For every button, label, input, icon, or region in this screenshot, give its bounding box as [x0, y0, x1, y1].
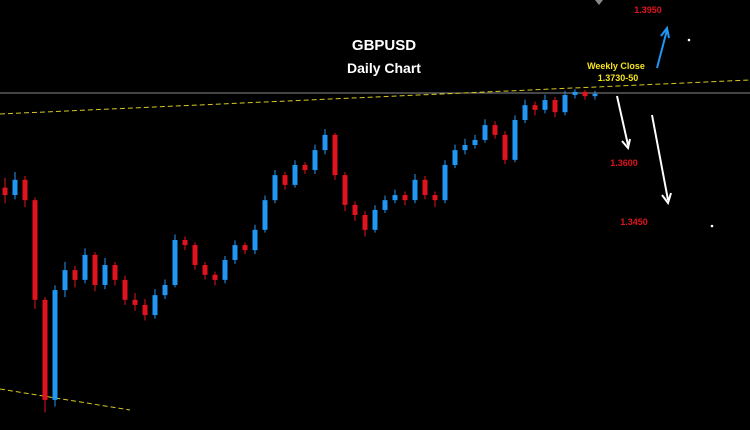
candle-body [582, 91, 588, 97]
candle-body [592, 93, 598, 97]
annotation: 1.3950 [634, 5, 662, 15]
arrow [651, 114, 672, 206]
candle-body [192, 245, 198, 266]
candle-body [222, 259, 228, 280]
candles [2, 89, 598, 413]
candle-body [182, 240, 188, 246]
candle-body [352, 204, 358, 215]
candle-body [142, 304, 148, 316]
candle-body [442, 164, 448, 201]
candle-body [272, 175, 278, 201]
candle-body [282, 175, 288, 185]
dot [687, 38, 691, 42]
candle-body [392, 195, 398, 201]
candle-body [102, 265, 108, 285]
candle-body [72, 270, 78, 280]
annotation: 1.3730-50 [598, 73, 639, 83]
candle-body [32, 200, 38, 300]
candle-body [332, 134, 338, 176]
arrow [656, 25, 670, 69]
candle-body [402, 195, 408, 201]
candle-body [532, 105, 538, 110]
candle-body [292, 164, 298, 185]
candle-body [432, 195, 438, 201]
candle-body [382, 200, 388, 210]
candle-body [202, 265, 208, 275]
candle-body [422, 179, 428, 196]
candle-body [482, 125, 488, 140]
candle-body [242, 245, 248, 251]
candle-body [322, 134, 328, 151]
candle-body [22, 179, 28, 201]
candle-body [372, 209, 378, 230]
candle-body [212, 274, 218, 280]
annotation: 1.3600 [610, 158, 638, 168]
candle-body [92, 254, 98, 285]
annotation: 1.3450 [620, 217, 648, 227]
marker [595, 0, 603, 5]
candle-body [502, 134, 508, 160]
candle-body [262, 200, 268, 230]
candle-body [472, 139, 478, 146]
candle-body [172, 240, 178, 285]
candle-body [302, 164, 308, 171]
candle-body [42, 299, 48, 400]
candle-body [462, 145, 468, 151]
arrow [616, 95, 631, 151]
candle-body [492, 125, 498, 135]
dot [710, 224, 714, 228]
candle-body [312, 150, 318, 171]
candle-body [162, 284, 168, 296]
candle-body [232, 245, 238, 260]
candle-body [122, 279, 128, 300]
candle-body [342, 175, 348, 205]
candle-body [572, 91, 578, 95]
candle-body [452, 150, 458, 165]
candle-body [52, 290, 58, 400]
annotation: Weekly Close [587, 61, 645, 71]
candle-body [152, 295, 158, 316]
chart-title: GBPUSD [352, 37, 416, 54]
candle-body [512, 120, 518, 160]
candle-body [412, 179, 418, 201]
candle-body [542, 100, 548, 110]
candle-body [112, 265, 118, 280]
candle-body [82, 254, 88, 280]
candle-body [12, 179, 18, 196]
chart-subtitle: Daily Chart [347, 60, 421, 76]
candle-body [522, 105, 528, 121]
candle-body [132, 299, 138, 305]
arrows [616, 25, 672, 206]
trend-line [0, 79, 750, 115]
candle-body [362, 215, 368, 230]
candle-body [562, 94, 568, 113]
trend-line [0, 388, 131, 411]
candle-body [2, 187, 8, 196]
candle-body [552, 100, 558, 113]
candle-body [62, 270, 68, 291]
candle-body [252, 229, 258, 251]
